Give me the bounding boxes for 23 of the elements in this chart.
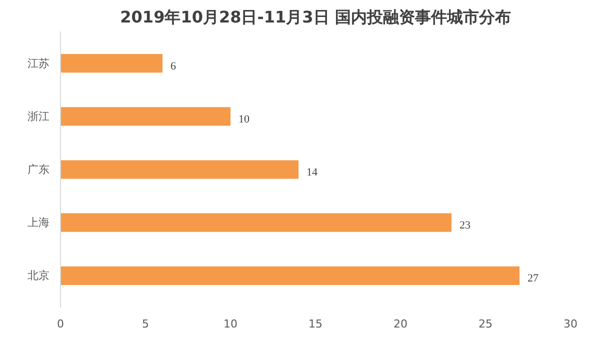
x-tick-label: 10 xyxy=(224,318,238,330)
data-label: 6 xyxy=(170,60,176,72)
x-tick-label: 5 xyxy=(142,318,149,330)
chart-title: 2019年10月28日-11月3日 国内投融资事件城市分布 xyxy=(120,8,511,26)
x-tick-label: 20 xyxy=(394,318,408,330)
bar xyxy=(60,107,230,126)
y-tick-label: 广东 xyxy=(28,163,50,176)
y-tick-label: 北京 xyxy=(28,269,50,282)
data-label: 23 xyxy=(460,220,471,232)
x-tick-label: 0 xyxy=(57,318,64,330)
data-label: 14 xyxy=(306,166,318,178)
bar xyxy=(60,213,452,232)
data-label: 27 xyxy=(528,272,539,285)
x-tick-label: 25 xyxy=(478,318,492,330)
bar xyxy=(60,54,162,73)
data-label: 10 xyxy=(238,113,250,126)
bar xyxy=(60,160,298,179)
bar xyxy=(60,266,520,285)
y-tick-label: 江苏 xyxy=(28,56,50,70)
x-tick-label: 30 xyxy=(564,318,578,330)
x-tick-label: 15 xyxy=(308,318,322,330)
y-tick-label: 浙江 xyxy=(28,110,50,123)
y-tick-label: 上海 xyxy=(28,216,50,230)
